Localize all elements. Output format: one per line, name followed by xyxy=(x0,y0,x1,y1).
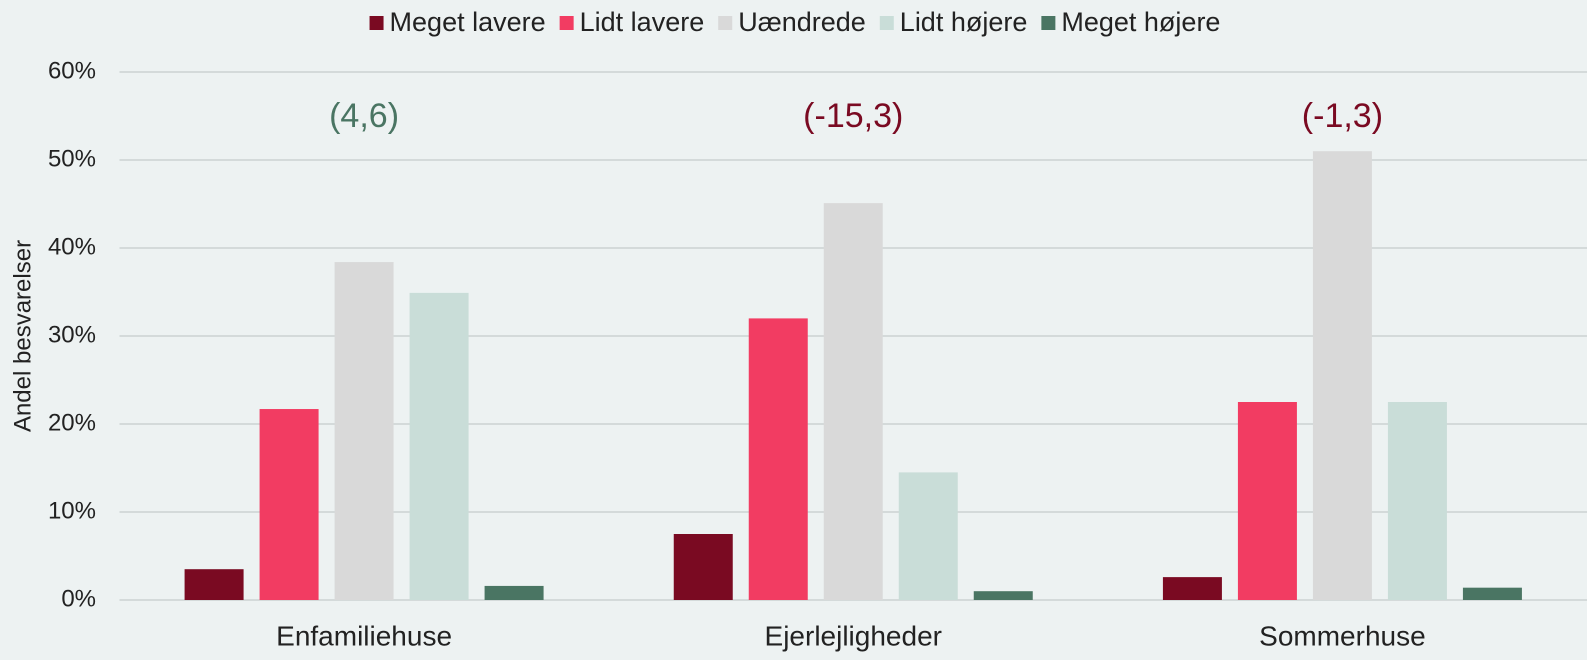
legend-label: Uændrede xyxy=(738,7,866,37)
bar xyxy=(334,262,394,600)
x-tick-label: Enfamiliehuse xyxy=(276,620,452,651)
legend-swatch xyxy=(718,16,733,30)
bar xyxy=(823,203,883,600)
bar xyxy=(1162,577,1222,600)
y-tick-label: 0% xyxy=(61,585,96,612)
bar xyxy=(409,292,469,600)
annotation: (-1,3) xyxy=(1302,97,1383,135)
annotation: (-15,3) xyxy=(803,97,903,135)
bar xyxy=(259,409,319,600)
y-tick-label: 60% xyxy=(48,57,96,84)
y-axis-label: Andel besvarelser xyxy=(9,240,36,432)
annotation: (4,6) xyxy=(329,97,399,135)
legend-label: Meget lavere xyxy=(390,7,546,37)
y-tick-label: 10% xyxy=(48,497,96,524)
legend: Meget lavere Lidt lavere Uændrede Lidt høje… xyxy=(369,7,1220,37)
legend-swatch xyxy=(879,16,894,30)
bar xyxy=(484,585,544,600)
bar xyxy=(184,569,244,600)
legend-label: Lidt højere xyxy=(900,7,1028,37)
legend-label: Lidt lavere xyxy=(580,7,705,37)
y-tick-label: 30% xyxy=(48,321,96,348)
y-tick-label: 40% xyxy=(48,233,96,260)
legend-swatch xyxy=(1041,16,1056,30)
legend-swatch xyxy=(559,16,574,30)
legend-label: Meget højere xyxy=(1061,7,1220,37)
y-tick-label: 50% xyxy=(48,145,96,172)
bar xyxy=(973,591,1033,600)
x-tick-label: Sommerhuse xyxy=(1259,620,1426,651)
bar xyxy=(1462,587,1522,600)
bar xyxy=(898,472,958,600)
x-tick-label: Ejerlejligheder xyxy=(765,620,942,651)
bar xyxy=(1237,402,1297,600)
bar xyxy=(748,318,808,600)
bar xyxy=(1312,151,1372,600)
y-tick-label: 20% xyxy=(48,409,96,436)
bar xyxy=(1387,402,1447,600)
legend-swatch xyxy=(369,16,384,30)
bar xyxy=(673,534,733,600)
